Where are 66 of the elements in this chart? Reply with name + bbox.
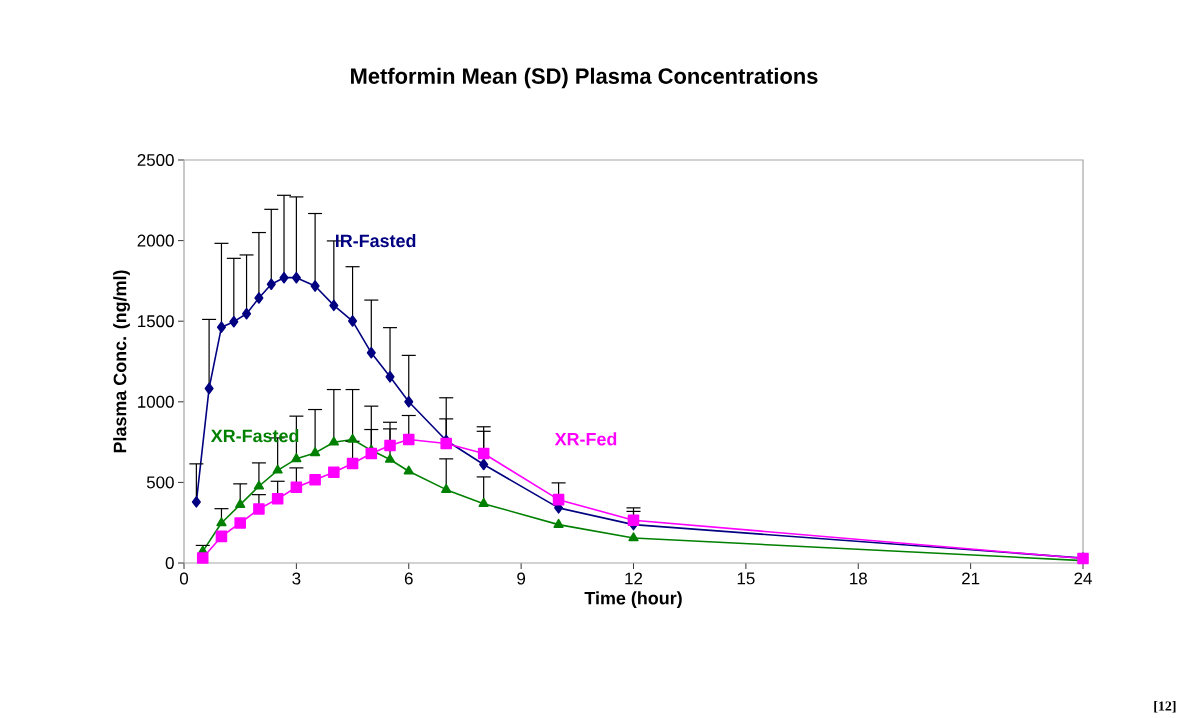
point <box>309 447 321 457</box>
x-tick-label: 6 <box>404 572 413 585</box>
x-tick-label: 21 <box>962 572 980 585</box>
point <box>253 480 265 490</box>
point <box>309 473 321 486</box>
point <box>441 483 452 493</box>
point <box>366 347 376 359</box>
point <box>402 433 415 446</box>
point <box>235 498 246 508</box>
point <box>329 299 339 312</box>
point <box>291 271 301 284</box>
x-tick-label: 0 <box>179 572 189 585</box>
x-tick-label: 9 <box>517 572 526 585</box>
y-tick-label: 500 <box>146 476 174 489</box>
chart-title: Metformin Mean (SD) Plasma Concentrations <box>351 67 818 89</box>
text: [12] <box>1154 700 1176 713</box>
point <box>254 292 264 304</box>
point <box>266 278 276 291</box>
point <box>477 447 490 460</box>
y-tick-label: 2500 <box>137 154 174 166</box>
point <box>196 552 209 564</box>
point <box>216 321 226 333</box>
point <box>348 315 358 327</box>
text: IR-Fasted <box>335 234 416 248</box>
x-tick-label: 24 <box>1074 572 1092 585</box>
point <box>279 271 289 284</box>
point <box>403 465 414 475</box>
point <box>204 382 214 395</box>
point <box>384 439 396 452</box>
point <box>478 497 489 507</box>
point <box>291 453 302 463</box>
point <box>385 371 395 383</box>
point <box>215 530 228 543</box>
point <box>627 514 640 527</box>
y-tick-label: 2000 <box>137 234 174 247</box>
point <box>479 458 489 471</box>
point <box>290 481 303 494</box>
point <box>628 532 639 542</box>
point <box>553 518 564 528</box>
x-axis-title: Time (hour) <box>584 591 682 609</box>
text: XR-Fed <box>554 432 617 446</box>
point <box>552 493 565 506</box>
point <box>310 280 320 292</box>
point <box>234 517 246 529</box>
point <box>365 447 378 460</box>
point <box>346 457 359 470</box>
point <box>347 433 358 443</box>
y-axis-title: Plasma Conc. (ng/ml) <box>113 270 130 453</box>
point <box>328 436 339 446</box>
point <box>272 464 283 474</box>
y-tick-label: 1500 <box>138 315 174 328</box>
y-tick-label: 0 <box>165 557 174 569</box>
point <box>404 396 414 408</box>
y-tick-label: 1000 <box>138 395 174 408</box>
point <box>216 517 227 527</box>
point <box>384 453 396 463</box>
point <box>229 315 239 328</box>
x-tick-label: 18 <box>850 572 867 585</box>
x-tick-label: 15 <box>737 572 755 585</box>
point <box>271 493 284 505</box>
x-tick-label: 12 <box>625 572 643 585</box>
point <box>242 308 252 320</box>
point <box>191 496 201 508</box>
point <box>253 503 265 515</box>
point <box>328 466 340 479</box>
x-tick-label: 3 <box>292 572 301 585</box>
